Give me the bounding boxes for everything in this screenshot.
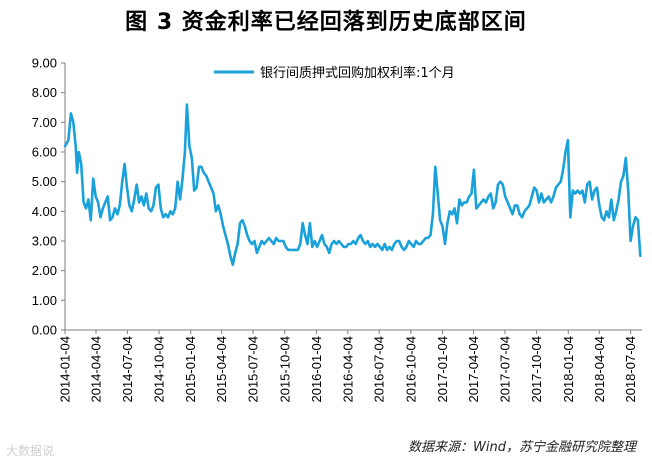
x-tick-label: 2018-07-04 xyxy=(623,336,638,403)
x-tick-label: 2017-10-04 xyxy=(529,336,544,403)
y-tick-label: 4.00 xyxy=(32,204,57,219)
legend-label: 银行间质押式回购加权利率:1个月 xyxy=(260,65,455,81)
x-tick-label: 2016-07-04 xyxy=(372,336,387,403)
x-tick-label: 2017-07-04 xyxy=(497,336,512,403)
x-tick-label: 2017-04-04 xyxy=(466,336,481,403)
x-tick-label: 2016-01-04 xyxy=(309,336,324,403)
y-tick-label: 3.00 xyxy=(32,234,57,249)
series-line xyxy=(63,103,642,267)
x-tick-label: 2016-04-04 xyxy=(340,336,355,403)
watermark-logo: 大数据说 xyxy=(6,444,55,458)
y-axis: 0.00 1.00 2.00 3.00 4.00 5.00 6.00 7.00 8.00 9.00 xyxy=(32,56,66,338)
y-tick-label: 5.00 xyxy=(32,174,57,189)
y-tick-label: 0.00 xyxy=(32,323,57,338)
x-tick-label: 2015-10-04 xyxy=(277,336,292,403)
x-axis: 2014-01-04 2014-04-04 2014-07-04 2014-10-04… xyxy=(58,329,642,403)
x-tick-label: 2014-01-04 xyxy=(58,336,73,403)
y-tick-label: 7.00 xyxy=(32,115,57,130)
series-layer xyxy=(63,103,642,267)
x-tick-label: 2018-01-04 xyxy=(561,336,576,403)
y-tick-label: 6.00 xyxy=(32,145,57,160)
x-tick-label: 2014-07-04 xyxy=(120,336,135,403)
x-tick-label: 2018-04-04 xyxy=(592,336,607,403)
x-tick-label: 2016-10-04 xyxy=(403,336,418,403)
y-tick-label: 2.00 xyxy=(32,263,57,278)
legend: 银行间质押式回购加权利率:1个月 xyxy=(214,65,455,81)
y-tick-label: 9.00 xyxy=(32,56,57,71)
x-tick-label: 2017-01-04 xyxy=(435,336,450,403)
x-tick-label: 2014-10-04 xyxy=(152,336,167,403)
x-tick-label: 2014-04-04 xyxy=(89,336,104,403)
x-tick-label: 2015-01-04 xyxy=(183,336,198,403)
y-tick-label: 1.00 xyxy=(32,293,57,308)
chart-title: 图 3 资金利率已经回落到历史底部区间 xyxy=(125,10,527,35)
y-tick-label: 8.00 xyxy=(32,85,57,100)
x-tick-label: 2015-04-04 xyxy=(214,336,229,403)
x-tick-label: 2015-07-04 xyxy=(246,336,261,403)
source-note: 数据来源：Wind，苏宁金融研究院整理 xyxy=(408,440,636,455)
